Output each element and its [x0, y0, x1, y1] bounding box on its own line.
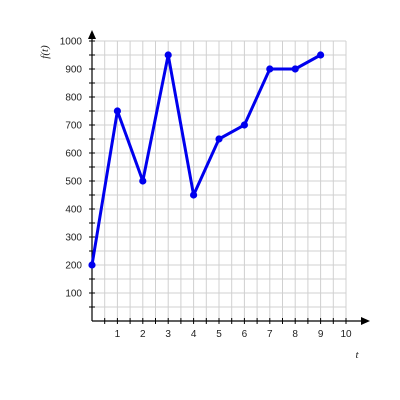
y-tick-label: 800 [65, 93, 82, 104]
x-tick-label: 4 [191, 329, 197, 340]
y-tick-label: 200 [65, 261, 82, 272]
x-tick-label: 5 [216, 329, 222, 340]
y-tick-label: 600 [65, 149, 82, 160]
x-tick-label: 1 [115, 329, 121, 340]
chart-series [88, 51, 325, 269]
y-axis-arrow [88, 30, 96, 39]
data-point [113, 107, 121, 115]
y-tick-label: 1000 [60, 37, 83, 48]
y-tick-label: 400 [65, 205, 82, 216]
data-point [266, 65, 274, 73]
data-point [240, 121, 248, 129]
chart-tick-labels: 1 2 3 4 5 6 7 8 9 10 100 200 300 400 500 600 700 800 900 10… [60, 37, 352, 341]
data-point [139, 177, 147, 185]
x-tick-label: 2 [140, 329, 146, 340]
chart-axes [88, 30, 370, 325]
x-tick-label: 10 [340, 329, 352, 340]
x-axis-arrow [361, 317, 370, 325]
x-tick-label: 9 [318, 329, 324, 340]
y-tick-label: 900 [65, 65, 82, 76]
y-tick-label: 700 [65, 121, 82, 132]
x-axis-label: t [355, 349, 359, 361]
series-line [90, 53, 323, 267]
data-point [291, 65, 299, 73]
data-point [164, 51, 172, 59]
y-axis-label: f(t) [39, 45, 51, 59]
x-tick-label: 6 [242, 329, 248, 340]
x-tick-label: 8 [292, 329, 298, 340]
chart-grid [91, 40, 347, 322]
y-tick-label: 100 [65, 289, 82, 300]
data-point [317, 51, 325, 59]
y-tick-label: 300 [65, 233, 82, 244]
data-point [215, 135, 223, 143]
x-tick-label: 3 [165, 329, 171, 340]
data-point [88, 261, 96, 269]
y-tick-label: 500 [65, 177, 82, 188]
x-tick-label: 7 [267, 329, 273, 340]
data-point [190, 191, 198, 199]
